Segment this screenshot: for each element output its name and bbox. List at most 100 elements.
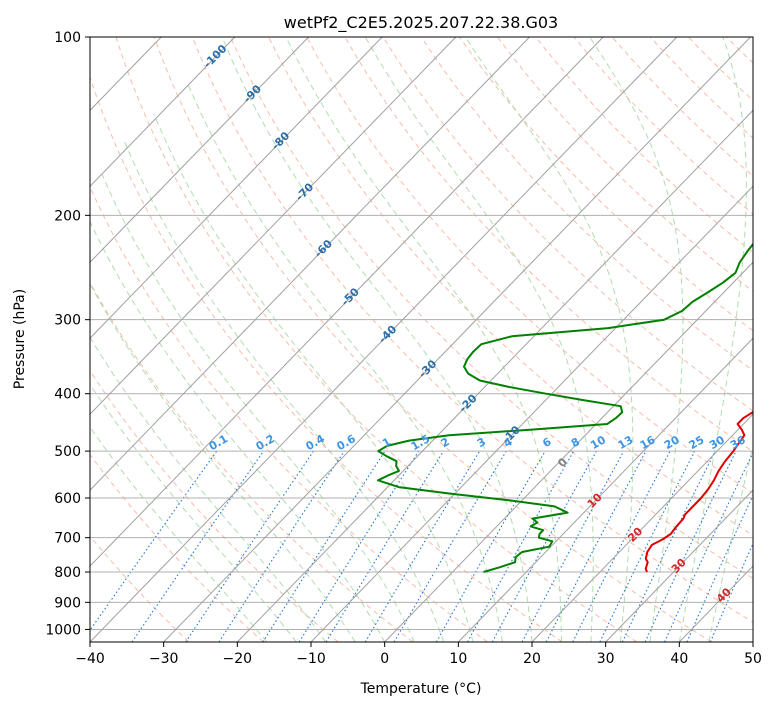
y-axis-label: Pressure (hPa) <box>12 289 28 389</box>
isotherm-line <box>90 37 236 188</box>
y-tick-label: 800 <box>54 565 81 581</box>
mixing-ratio-line <box>364 450 481 642</box>
mixing-ratio-label: 20 <box>662 433 682 452</box>
moist-adiabat-line <box>678 37 747 642</box>
moist-adiabat-line <box>90 426 268 642</box>
plot-frame <box>89 36 754 643</box>
mixing-ratio-line <box>491 450 597 642</box>
x-tick-label: 0 <box>380 651 389 667</box>
dry-adiabat-line <box>153 37 712 642</box>
x-tick-label: 10 <box>449 651 467 667</box>
mixing-ratio-label: 25 <box>687 433 707 452</box>
mixing-ratio-label: 1.5 <box>409 432 432 453</box>
isotherm-line <box>90 37 530 491</box>
isotherm-line <box>310 185 753 642</box>
dry-adiabat-line <box>458 37 753 332</box>
moist-adiabat-line <box>589 37 684 642</box>
mixing-ratio-line <box>644 450 737 642</box>
y-tick-label: 500 <box>54 444 81 460</box>
mixing-ratio-label: 2 <box>439 435 452 450</box>
y-axis-ticks: 100 200 300 400 500 600 700 800 900 1000 <box>45 30 90 638</box>
mixing-ratio-line <box>262 450 386 642</box>
isotherm-line <box>163 37 751 642</box>
moist-adiabat-line <box>708 443 753 642</box>
dry-adiabat-line <box>90 185 488 642</box>
mixing-ratio-label: 0.1 <box>207 432 230 453</box>
x-tick-label: −20 <box>223 651 253 667</box>
mixing-ratio-line <box>572 450 671 642</box>
moist-adiabat-line <box>464 37 634 642</box>
mixing-ratio-line <box>545 450 647 642</box>
mixing-ratio-label: 16 <box>638 433 658 452</box>
isotherm-line <box>90 37 604 567</box>
mixing-ratio-line <box>709 542 753 642</box>
mixing-ratio-line <box>325 450 444 642</box>
moist-adiabat-line <box>101 173 415 642</box>
temperature-profile <box>644 410 753 573</box>
dry-adiabat-line <box>573 37 753 215</box>
y-tick-label: 300 <box>54 313 81 329</box>
x-tick-label: −30 <box>149 651 179 667</box>
dry-adiabat-line <box>306 37 753 494</box>
mixing-ratio-label: 3 <box>475 435 488 450</box>
plot-area: -100-90-80-70-60-50-40-30-20-10010203040… <box>90 37 775 642</box>
isotherm-label: 0 <box>555 455 570 470</box>
moist-adiabat-line <box>187 83 503 642</box>
isotherm-line <box>605 489 753 642</box>
isotherm-line <box>457 337 753 642</box>
dry-adiabat-line <box>765 37 775 642</box>
dry-adiabat-line <box>90 535 190 642</box>
mixing-ratio-line <box>435 450 546 642</box>
dry-adiabat-line <box>90 281 414 642</box>
dry-adiabat-line <box>90 369 339 642</box>
mixing-ratio-label: 8 <box>569 435 582 450</box>
mixing-ratio-line <box>599 450 696 642</box>
mixing-ratio-label: 0.2 <box>254 432 277 453</box>
moist-adiabat-line <box>90 220 386 642</box>
mixing-ratio-line <box>686 494 753 642</box>
mixing-ratio-label: 0.6 <box>334 432 358 453</box>
pressure-gridlines <box>90 37 753 630</box>
x-axis-label: Temperature (°C) <box>360 681 482 697</box>
dry-adiabat-line <box>726 37 753 64</box>
dry-adiabat-line <box>688 37 753 102</box>
isotherm-line <box>90 37 309 263</box>
dry-adiabat-line <box>649 37 753 139</box>
y-tick-label: 600 <box>54 491 81 507</box>
y-tick-label: 400 <box>54 387 81 403</box>
mixing-ratio-line <box>185 450 314 642</box>
moist-adiabat-line <box>90 383 297 642</box>
dry-adiabat-line <box>191 37 753 623</box>
x-axis-ticks: −40 −30 −20 −10 0 10 20 30 40 50 <box>75 642 762 667</box>
dry-adiabat-line <box>230 37 753 579</box>
moist-adiabat-line <box>123 141 445 642</box>
moist-adiabat-line <box>221 37 533 642</box>
moist-adiabat-line <box>285 37 562 642</box>
mixing-ratio-label: 30 <box>707 433 727 452</box>
chart-title: wetPf2_C2E5.2025.207.22.38.G03 <box>284 13 558 33</box>
dry-adiabat-line <box>115 37 638 642</box>
mixing-ratio-labels: 0.1 0.2 0.4 0.6 1 1.5 2 3 4 6 8 10 13 16 20 25 30 36 <box>207 432 748 453</box>
mixing-ratio-label: 6 <box>540 435 553 450</box>
mixing-ratio-line <box>218 450 345 642</box>
y-tick-label: 200 <box>54 208 81 224</box>
dry-adiabat-line <box>535 37 753 254</box>
x-tick-label: 50 <box>744 651 762 667</box>
dry-adiabat-line <box>420 37 753 372</box>
mixing-ratio-line <box>621 450 716 642</box>
mixing-ratio-line <box>521 450 625 642</box>
y-tick-label: 700 <box>54 531 81 547</box>
sounding-series <box>377 242 753 573</box>
dry-adiabat-line <box>611 37 753 177</box>
y-tick-label: 1000 <box>45 622 81 638</box>
isotherm-line <box>90 37 678 642</box>
y-tick-label: 900 <box>54 595 81 611</box>
x-tick-label: −10 <box>296 651 326 667</box>
y-tick-label: 100 <box>54 30 81 46</box>
isotherm-line <box>752 641 753 642</box>
x-tick-label: 30 <box>597 651 615 667</box>
dry-adiabat-line <box>382 37 753 412</box>
moist-adiabat-line <box>90 336 327 642</box>
x-tick-label: −40 <box>75 651 105 667</box>
